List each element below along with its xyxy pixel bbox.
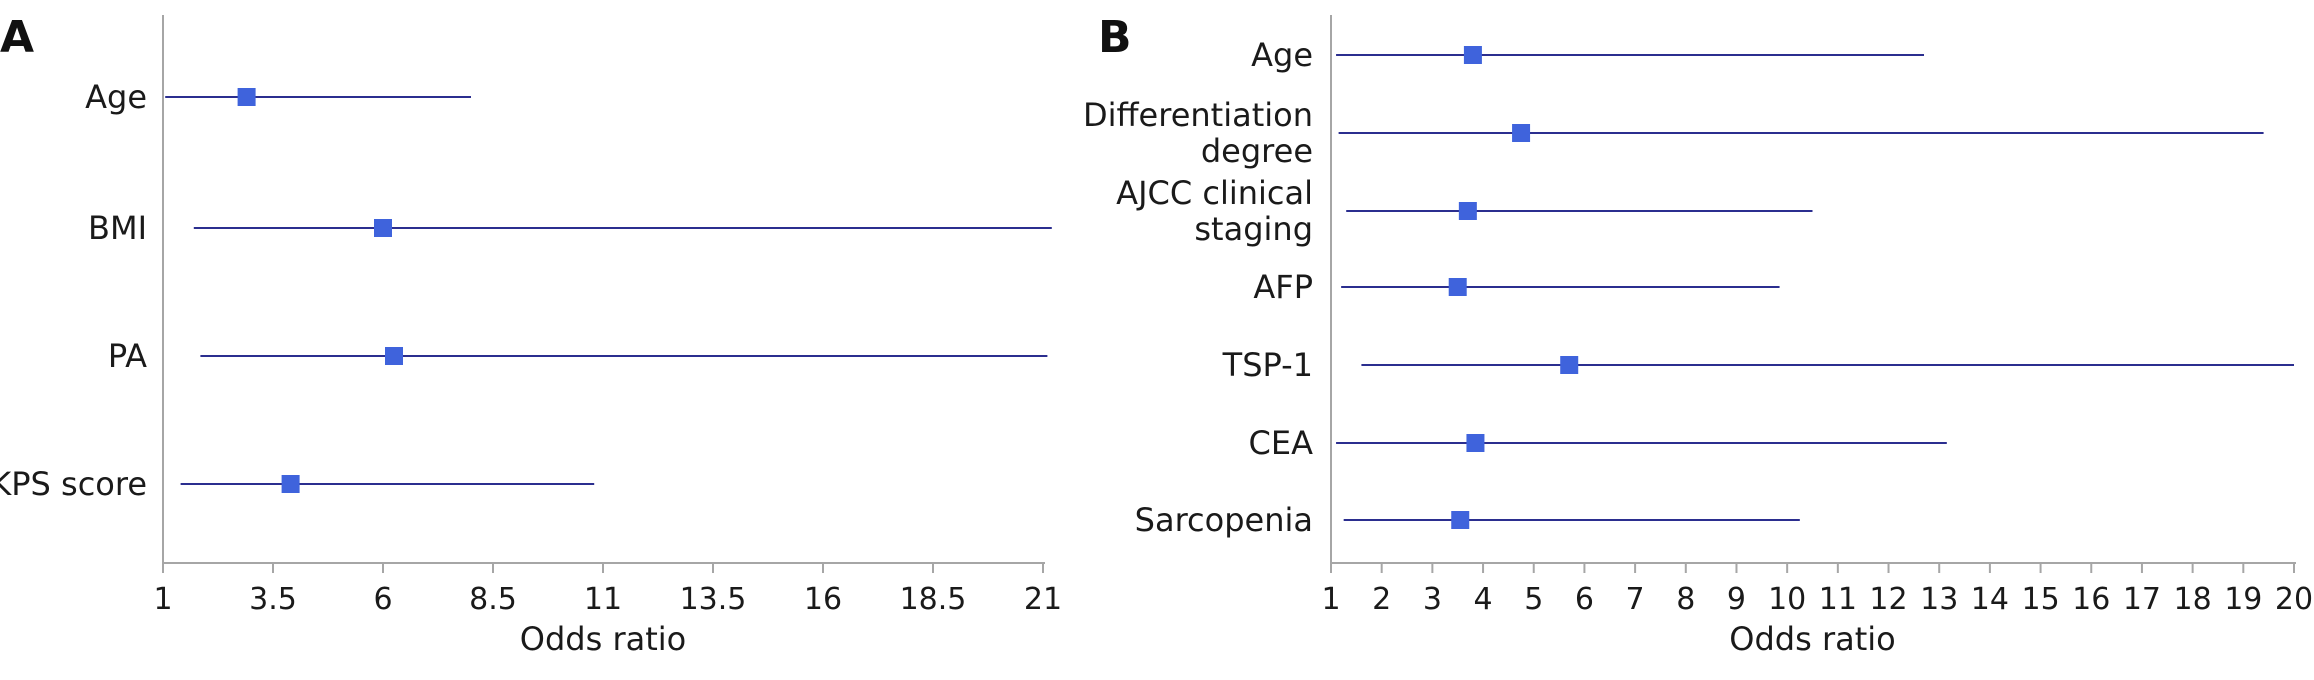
x-tick-label: 16 bbox=[2072, 582, 2110, 617]
odds-ratio-marker bbox=[1560, 356, 1579, 374]
forest-row: Age bbox=[85, 78, 471, 116]
x-tick-label: 7 bbox=[1626, 582, 1645, 617]
row-label: degree bbox=[1201, 132, 1313, 170]
odds-ratio-marker bbox=[374, 219, 392, 237]
x-tick-label: 1 bbox=[1321, 582, 1340, 617]
x-tick-label: 17 bbox=[2123, 582, 2161, 617]
row-label: KPS score bbox=[0, 465, 147, 503]
x-tick-label: 13.5 bbox=[680, 582, 747, 617]
odds-ratio-marker bbox=[237, 88, 256, 106]
odds-ratio-marker bbox=[281, 475, 300, 493]
odds-ratio-marker bbox=[1448, 278, 1467, 296]
x-tick-label: 14 bbox=[1971, 582, 2009, 617]
forest-row: Age bbox=[1251, 36, 1925, 74]
x-tick-label: 18 bbox=[2174, 582, 2212, 617]
forest-row: PA bbox=[108, 337, 1048, 375]
forest-row: BMI bbox=[88, 209, 1052, 247]
odds-ratio-marker bbox=[1458, 202, 1477, 220]
row-label: staging bbox=[1194, 210, 1313, 248]
x-tick-label: 11 bbox=[1819, 582, 1857, 617]
panel-label: A bbox=[0, 12, 34, 63]
odds-ratio-marker bbox=[385, 347, 403, 365]
x-tick-label: 10 bbox=[1768, 582, 1806, 617]
row-label: AJCC clinical bbox=[1116, 174, 1313, 212]
x-tick-label: 1 bbox=[153, 582, 172, 617]
x-tick-label: 8.5 bbox=[469, 582, 517, 617]
row-label: Age bbox=[1251, 36, 1313, 74]
x-tick-label: 18.5 bbox=[900, 582, 967, 617]
panel-label: B bbox=[1098, 12, 1132, 63]
x-tick-label: 6 bbox=[373, 582, 392, 617]
x-tick-label: 8 bbox=[1676, 582, 1695, 617]
x-tick-label: 16 bbox=[804, 582, 842, 617]
row-label: PA bbox=[108, 337, 147, 375]
row-label: AFP bbox=[1253, 268, 1313, 306]
x-tick-label: 6 bbox=[1575, 582, 1594, 617]
x-tick-label: 9 bbox=[1727, 582, 1746, 617]
row-label: CEA bbox=[1249, 424, 1314, 462]
x-tick-label: 2 bbox=[1372, 582, 1391, 617]
x-tick-label: 4 bbox=[1474, 582, 1493, 617]
odds-ratio-marker bbox=[1466, 434, 1485, 452]
x-tick-label: 19 bbox=[2224, 582, 2262, 617]
row-label: BMI bbox=[88, 209, 147, 247]
odds-ratio-marker bbox=[1451, 511, 1470, 529]
x-tick-label: 20 bbox=[2275, 582, 2313, 617]
x-tick-label: 15 bbox=[2021, 582, 2059, 617]
forest-row: CEA bbox=[1249, 424, 1947, 462]
x-axis-title: Odds ratio bbox=[520, 620, 686, 658]
x-tick-label: 3.5 bbox=[249, 582, 297, 617]
odds-ratio-marker bbox=[1463, 46, 1482, 64]
x-tick-label: 13 bbox=[1920, 582, 1958, 617]
forest-row: AFP bbox=[1253, 268, 1780, 306]
forest-row: Sarcopenia bbox=[1135, 501, 1800, 539]
row-label: TSP-1 bbox=[1222, 346, 1313, 384]
forest-row: TSP-1 bbox=[1222, 346, 2294, 384]
x-axis-title: Odds ratio bbox=[1729, 620, 1895, 658]
x-tick-label: 12 bbox=[1869, 582, 1907, 617]
x-tick-label: 11 bbox=[584, 582, 622, 617]
x-tick-label: 21 bbox=[1024, 582, 1062, 617]
forest-row: KPS score bbox=[0, 465, 595, 503]
x-tick-label: 3 bbox=[1423, 582, 1442, 617]
row-label: Sarcopenia bbox=[1135, 501, 1313, 539]
x-tick-label: 5 bbox=[1524, 582, 1543, 617]
odds-ratio-marker bbox=[1512, 124, 1531, 142]
row-label: Age bbox=[85, 78, 147, 116]
row-label: Differentiation bbox=[1083, 96, 1313, 134]
